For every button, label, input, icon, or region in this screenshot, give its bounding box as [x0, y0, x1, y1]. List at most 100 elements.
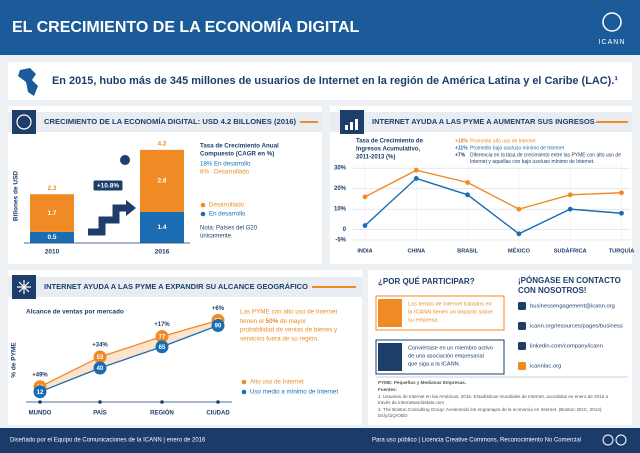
y-tick-label: 10%: [334, 207, 347, 213]
point: [93, 361, 107, 375]
point: [155, 330, 169, 344]
bar-value: 1.7: [47, 210, 56, 217]
footer-text: Diseñado por el Equipo de Comunicaciones…: [10, 438, 206, 444]
participate-title: ¿POR QUÉ PARTICIPAR?: [378, 277, 475, 286]
source: 2. The Boston Consulting Group: Aceleran…: [378, 407, 603, 412]
cagr-rate: 18%: [200, 161, 213, 168]
footer-bar: [0, 428, 640, 453]
chart-subtitle: Alcance de ventas por mercado: [26, 309, 124, 316]
bar-segment: [30, 231, 74, 243]
legend-label: Uso medio a mínimo de Internet: [250, 389, 338, 396]
note: PYME: Pequeñas y Medianas Empresas.: [378, 380, 466, 385]
legend-marker: [200, 202, 206, 208]
callout: de mayor: [280, 318, 306, 325]
growth-arrow: [88, 204, 128, 236]
point: [465, 192, 470, 198]
legend-marker: [200, 211, 206, 217]
legend-label: Desarrollado: [209, 202, 245, 209]
series-line: [39, 319, 219, 388]
heading-band: [8, 112, 322, 132]
x-tick-label: PAÍS: [93, 409, 107, 417]
note: únicamente.: [200, 234, 233, 240]
legend-marker: [241, 379, 247, 385]
panel: [330, 106, 632, 264]
point: [362, 223, 368, 228]
contact-link[interactable]: linkedin.com/company/icann: [530, 344, 603, 350]
point: [33, 385, 47, 399]
x-tick-label: CHINA: [407, 248, 425, 254]
web-icon: [518, 362, 526, 370]
axis-dot: [160, 400, 164, 404]
source: bit.ly/1iQrOBO: [378, 413, 408, 418]
participate-text: Conviértase en un miembro activo: [408, 345, 493, 351]
icon: [12, 110, 36, 134]
banner-text: En 2015, hubo más de 345 millones de usu…: [52, 75, 618, 87]
point-label: 40: [97, 366, 104, 372]
point-label: 12: [37, 390, 44, 396]
contact-link[interactable]: icannlac.org: [530, 364, 561, 370]
total-label: 4.2: [157, 141, 166, 148]
axis-dot: [98, 400, 102, 404]
cagr-title: Compuesto (CAGR en %): [200, 151, 274, 158]
point: [362, 194, 368, 200]
point: [211, 319, 225, 332]
y-axis-title: 2011-2013 (%): [356, 155, 395, 161]
web-icon: [518, 322, 526, 330]
x-tick-label: SUDÁFRICA: [554, 247, 587, 254]
x-tick-label: CIUDAD: [206, 411, 230, 417]
point-label: 53: [97, 355, 104, 361]
person-icon: [120, 155, 130, 165]
participate-text: que siga a la ICANN.: [408, 361, 461, 367]
point-label: 90: [215, 324, 222, 330]
legend-label: Promedio bajo uso/uso mínimo de Internet: [470, 145, 565, 151]
gap-label: +34%: [92, 343, 108, 349]
arrow-head: [126, 200, 136, 216]
x-tick-label: BRASIL: [457, 248, 478, 254]
point-label: 77: [159, 335, 166, 341]
y-tick-label: 0: [343, 227, 347, 233]
y-axis-label: % de PYME: [11, 342, 18, 378]
contact-link[interactable]: icann.org/resources/pages/business: [530, 324, 623, 330]
callout: probabilidad de ventas de bienes y: [240, 327, 338, 334]
map-icon: [18, 68, 38, 96]
y-tick-label: 30%: [334, 166, 347, 172]
page-title: EL CRECIMIENTO DE LA ECONOMÍA DIGITAL: [12, 17, 359, 36]
header-bar: [0, 0, 640, 55]
growth-box: [92, 179, 124, 192]
total-label: 2.3: [47, 185, 56, 192]
legend-value: +11%: [455, 145, 468, 151]
participate-text: la ICANN tienen un impacto sobre: [408, 309, 493, 315]
axis-dot: [216, 400, 220, 404]
heading-band: [8, 277, 362, 297]
point: [619, 210, 624, 216]
briefcase-icon: [378, 343, 402, 371]
contact-link[interactable]: businessengagement@icann.org: [530, 304, 615, 310]
bar-value: 0.5: [47, 234, 56, 241]
legend-label: Internet y aquellas con bajo uso/uso mín…: [470, 159, 595, 165]
bar-value: 2.8: [157, 178, 166, 185]
cagr-name: En desarrollo: [214, 161, 251, 168]
chat-icon: [378, 299, 402, 327]
x-tick-label: MÉXICO: [508, 246, 531, 254]
y-axis-label: Billones de USD: [13, 171, 20, 222]
source: 1. Usuarios de Internet en las Américas,…: [378, 394, 609, 399]
point: [567, 192, 573, 198]
x-tick-label: TURQUÍA: [609, 246, 634, 254]
x-tick-label: REGIÓN: [150, 409, 174, 417]
mail-icon: [518, 302, 526, 310]
point: [516, 206, 522, 212]
linkedin-icon: [518, 342, 526, 350]
point-label: 65: [159, 345, 166, 351]
contact-title: ¡PÓNGASE EN CONTACTO: [518, 276, 621, 285]
globe-icon: [16, 114, 32, 130]
section-title: INTERNET AYUDA A LAS PYME A EXPANDIR SU …: [44, 282, 308, 291]
point: [155, 340, 169, 354]
participate-text: de una asociación empresarial: [408, 353, 484, 359]
growth-label: +10.8%: [97, 183, 119, 190]
legend-value: +18%: [455, 138, 468, 144]
y-axis-title: Ingresos Acumulativo,: [356, 147, 420, 153]
participate-text: su empresa.: [408, 317, 439, 323]
legend-label: Diferencia en la tasa de crecimiento ent…: [470, 152, 621, 158]
point: [619, 190, 624, 196]
